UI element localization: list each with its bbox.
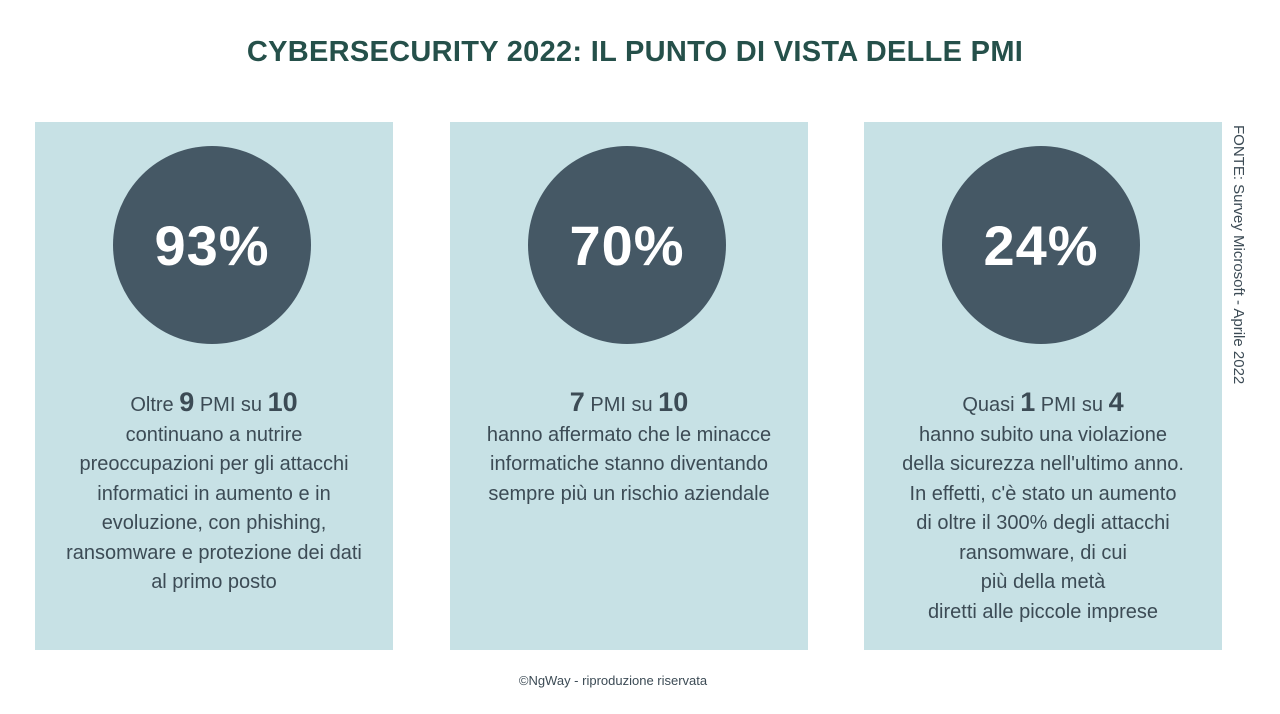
description-line: al primo posto bbox=[151, 571, 277, 593]
stat-card-1: 93% Oltre 9 PMI su 10 continuano a nutri… bbox=[35, 122, 393, 650]
description-line: hanno subito una violazione bbox=[919, 423, 1167, 446]
page-title: CYBERSECURITY 2022: IL PUNTO DI VISTA DE… bbox=[246, 36, 1024, 68]
description-line: diretti alle piccole imprese bbox=[927, 600, 1159, 623]
copyright-footer: ©NgWay - riproduzione riservata bbox=[518, 673, 708, 688]
lead-middle: PMI su bbox=[194, 394, 268, 416]
lead-total: 10 bbox=[658, 387, 689, 417]
description-line: più della metà bbox=[980, 571, 1106, 593]
stat-description: Quasi 1 PMI su 4 hanno subito una violaz… bbox=[864, 387, 1222, 627]
stat-lead: Oltre 9 PMI su 10 bbox=[35, 387, 393, 421]
description-line: ransomware e protezione dei dati bbox=[66, 541, 362, 564]
description-line: informatici in aumento e in bbox=[97, 482, 331, 505]
source-note: FONTE: Survey Microsoft - Aprile 2022 bbox=[1230, 125, 1247, 385]
lead-prefix: Quasi bbox=[962, 394, 1021, 416]
description-line: In effetti, c'è stato un aumento bbox=[909, 482, 1177, 505]
stat-description: 7 PMI su 10 hanno affermato che le minac… bbox=[450, 387, 808, 509]
lead-prefix: Oltre bbox=[130, 394, 180, 416]
lead-middle: PMI su bbox=[1035, 394, 1109, 416]
stat-card-2: 70% 7 PMI su 10 hanno affermato che le m… bbox=[450, 122, 808, 650]
lead-number: 9 bbox=[179, 387, 195, 417]
description-line: informatiche stanno diventando bbox=[490, 453, 768, 475]
lead-number: 7 bbox=[569, 387, 585, 417]
stat-lead: 7 PMI su 10 bbox=[450, 387, 808, 421]
description-line: continuano a nutrire bbox=[125, 423, 303, 446]
description-line: sempre più un rischio aziendale bbox=[488, 482, 770, 505]
percent-circle: 93% bbox=[113, 146, 311, 344]
stat-description: Oltre 9 PMI su 10 continuano a nutrire p… bbox=[35, 387, 393, 598]
stat-card-3: 24% Quasi 1 PMI su 4 hanno subito una vi… bbox=[864, 122, 1222, 650]
description-line: hanno affermato che le minacce bbox=[486, 423, 772, 446]
percent-circle: 24% bbox=[942, 146, 1140, 344]
description-line: ransomware, di cui bbox=[959, 541, 1127, 564]
description-line: evoluzione, con phishing, bbox=[101, 512, 327, 534]
description-line: di oltre il 300% degli attacchi bbox=[916, 512, 1170, 534]
lead-total: 10 bbox=[267, 387, 298, 417]
lead-middle: PMI su bbox=[584, 394, 659, 416]
lead-total: 4 bbox=[1108, 387, 1124, 417]
lead-number: 1 bbox=[1020, 387, 1036, 417]
description-line: preoccupazioni per gli attacchi bbox=[79, 453, 349, 475]
stat-lead: Quasi 1 PMI su 4 bbox=[864, 387, 1222, 421]
description-line: della sicurezza nell'ultimo anno. bbox=[902, 453, 1184, 475]
percent-circle: 70% bbox=[528, 146, 726, 344]
